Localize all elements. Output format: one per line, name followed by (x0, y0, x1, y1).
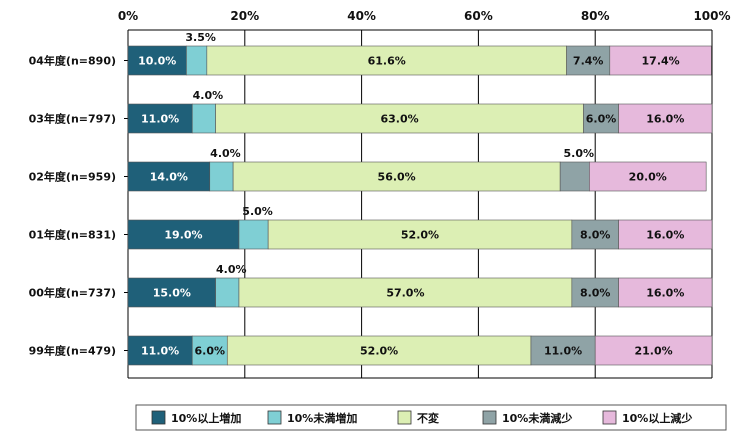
data-label: 63.0% (380, 113, 418, 126)
data-label: 3.5% (185, 31, 216, 44)
bar-segment (186, 45, 208, 76)
category-label: 04年度(n=890) (29, 54, 116, 68)
data-label: 20.0% (629, 171, 667, 184)
data-label: 56.0% (378, 171, 416, 184)
data-label: 57.0% (386, 287, 424, 300)
bar-segment (571, 219, 619, 250)
data-label: 5.0% (564, 147, 595, 160)
bar-segment (618, 103, 713, 134)
legend-label: 10%未満減少 (502, 411, 572, 425)
bar-segment (589, 161, 707, 192)
x-tick-label: 80% (581, 9, 610, 23)
legend-label: 不変 (417, 411, 439, 425)
data-label: 61.6% (368, 55, 406, 68)
bar-segment (232, 161, 561, 192)
data-label: 7.4% (573, 55, 604, 68)
legend-swatch (397, 410, 412, 425)
bar-segment (127, 335, 193, 366)
x-tick-label: 20% (230, 9, 259, 23)
bar-segment (583, 103, 619, 134)
data-label: 10.0% (138, 55, 176, 68)
category-label: 00年度(n=737) (29, 286, 116, 300)
legend-label: 10%未満増加 (287, 411, 357, 425)
bar-segment (191, 335, 228, 366)
category-label: 99年度(n=479) (29, 344, 116, 358)
bar-segment (609, 45, 712, 76)
bar-segment (559, 161, 590, 192)
data-label: 14.0% (150, 171, 188, 184)
bar-segment (618, 219, 713, 250)
data-label: 52.0% (360, 345, 398, 358)
bar-segment (594, 335, 713, 366)
legend-label: 10%以上増加 (171, 411, 241, 425)
bar-segment (267, 219, 573, 250)
data-label: 17.4% (642, 55, 680, 68)
legend-swatch (267, 410, 282, 425)
bar-segment (206, 45, 567, 76)
data-label: 11.0% (141, 113, 179, 126)
bar-segment (618, 277, 713, 308)
data-label: 8.0% (580, 287, 611, 300)
category-label: 01年度(n=831) (29, 228, 116, 242)
bar-segment (238, 277, 573, 308)
bar-segment (530, 335, 596, 366)
data-label: 21.0% (635, 345, 673, 358)
category-label: 03年度(n=797) (29, 112, 116, 126)
data-label: 8.0% (580, 229, 611, 242)
legend-label: 10%以上減少 (622, 411, 692, 425)
x-tick-label: 0% (118, 9, 138, 23)
data-label: 6.0% (586, 113, 617, 126)
data-label: 4.0% (193, 89, 224, 102)
data-label: 16.0% (646, 113, 684, 126)
bar-segment (127, 161, 211, 192)
data-label: 16.0% (646, 287, 684, 300)
data-label: 6.0% (195, 345, 226, 358)
data-label: 4.0% (210, 147, 241, 160)
legend-swatch (151, 410, 166, 425)
data-label: 11.0% (141, 345, 179, 358)
data-label: 11.0% (544, 345, 582, 358)
data-label: 19.0% (164, 229, 202, 242)
bar-segment (215, 277, 240, 308)
x-tick-label: 60% (464, 9, 493, 23)
bar-segment (127, 277, 216, 308)
legend-swatch (602, 410, 617, 425)
bar-segment (191, 103, 216, 134)
legend-frame (135, 404, 727, 431)
category-label: 02年度(n=959) (29, 170, 116, 184)
x-tick-label: 40% (347, 9, 376, 23)
bar-segment (209, 161, 234, 192)
x-tick-label: 100% (693, 9, 730, 23)
data-label: 4.0% (216, 263, 247, 276)
bar-segment (238, 219, 269, 250)
data-label: 16.0% (646, 229, 684, 242)
legend-swatch (482, 410, 497, 425)
bar-segment (215, 103, 584, 134)
data-label: 15.0% (153, 287, 191, 300)
bar-segment (127, 103, 193, 134)
data-label: 52.0% (401, 229, 439, 242)
bar-segment (571, 277, 619, 308)
bar-segment (566, 45, 611, 76)
data-label: 5.0% (242, 205, 273, 218)
